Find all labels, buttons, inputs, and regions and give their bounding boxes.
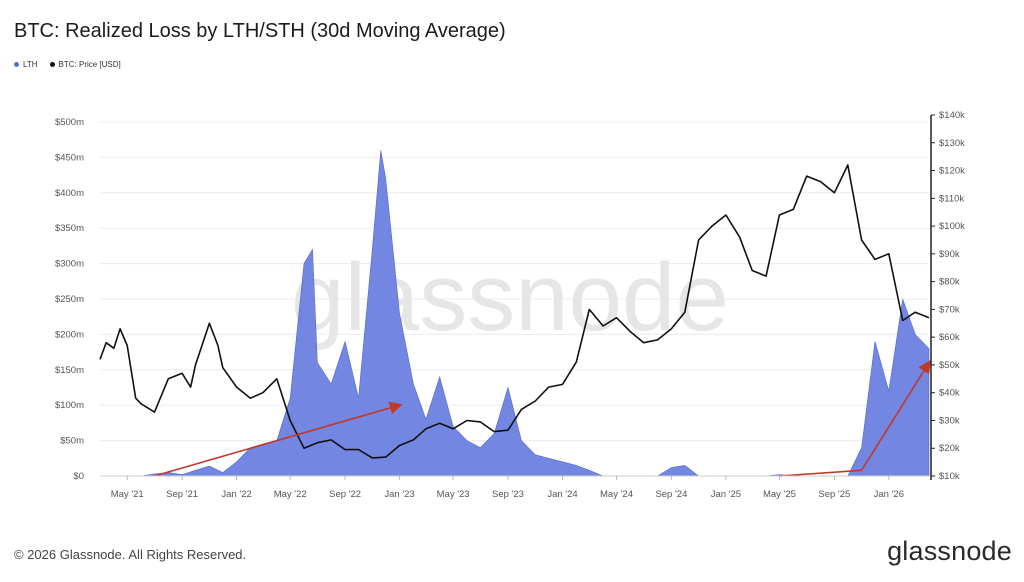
x-tick-label: Sep '25: [818, 489, 850, 500]
x-tick-label: Sep '22: [329, 489, 361, 500]
x-tick-label: May '25: [763, 489, 796, 500]
y-right-tick-label: $20k: [939, 443, 960, 454]
x-tick-label: Sep '21: [166, 489, 198, 500]
x-tick-label: Sep '24: [655, 489, 687, 500]
y-left-tick-label: $500m: [55, 117, 84, 128]
y-right-tick-label: $80k: [939, 277, 960, 288]
x-tick-label: May '24: [600, 489, 633, 500]
y-left-tick-label: $200m: [55, 329, 84, 340]
x-tick-label: Jan '23: [384, 489, 414, 500]
y-left-tick-label: $0: [73, 471, 84, 482]
legend-item-price[interactable]: BTC: Price [USD]: [49, 60, 121, 69]
legend-swatch-price: [49, 62, 55, 67]
y-right-tick-label: $40k: [939, 388, 960, 399]
y-right-tick-label: $100k: [939, 221, 965, 232]
glassnode-logo[interactable]: glassnode: [887, 536, 1012, 566]
y-right-tick-label: $30k: [939, 415, 960, 426]
y-left-tick-label: $350m: [55, 223, 84, 234]
x-tick-label: Jan '22: [221, 489, 251, 500]
y-right-tick-label: $10k: [939, 471, 960, 482]
chart-legend: LTH BTC: Price [USD]: [14, 60, 121, 69]
y-right-tick-label: $110k: [939, 193, 964, 204]
annotation-arrow: [860, 360, 931, 471]
y-left-tick-label: $50m: [60, 436, 84, 447]
y-left-tick-label: $300m: [55, 259, 84, 270]
y-left-tick-label: $450m: [55, 152, 84, 163]
y-right-tick-label: $90k: [939, 249, 960, 260]
legend-label-lth: LTH: [23, 60, 38, 69]
axes: $0 $50m $100m $150m $200m $250m $300m $350m $400…: [55, 110, 965, 500]
x-tick-label: Jan '25: [711, 489, 741, 500]
price-line-series: [99, 164, 930, 459]
y-left-tick-label: $250m: [55, 294, 84, 305]
copyright-text: © 2026 Glassnode. All Rights Reserved.: [14, 547, 247, 562]
x-tick-label: May '23: [437, 489, 470, 500]
legend-label-price: BTC: Price [USD]: [58, 60, 121, 69]
y-right-tick-label: $130k: [939, 138, 965, 149]
x-tick-label: Sep '23: [492, 489, 524, 500]
x-tick-label: May '22: [274, 489, 307, 500]
y-right-tick-label: $140k: [939, 110, 965, 121]
x-tick-label: Jan '26: [874, 489, 904, 500]
y-left-tick-label: $150m: [55, 365, 84, 376]
watermark: glassnode: [291, 244, 729, 351]
annotation-arrows: [154, 360, 931, 477]
annotation-arrow: [154, 401, 403, 477]
y-left-tick-label: $100m: [55, 400, 84, 411]
x-tick-label: May '21: [111, 489, 144, 500]
y-right-tick-label: $50k: [939, 360, 960, 371]
chart-title: BTC: Realized Loss by LTH/STH (30d Movin…: [14, 20, 506, 42]
legend-item-lth[interactable]: LTH: [14, 60, 38, 69]
y-right-tick-label: $120k: [939, 166, 965, 177]
price-line: [99, 164, 930, 459]
y-right-tick-label: $60k: [939, 332, 960, 343]
x-tick-label: Jan '24: [547, 489, 577, 500]
legend-swatch-lth: [14, 62, 19, 67]
y-left-tick-label: $400m: [55, 188, 84, 199]
y-right-tick-label: $70k: [939, 304, 960, 315]
annotation-arrow: [779, 469, 862, 477]
